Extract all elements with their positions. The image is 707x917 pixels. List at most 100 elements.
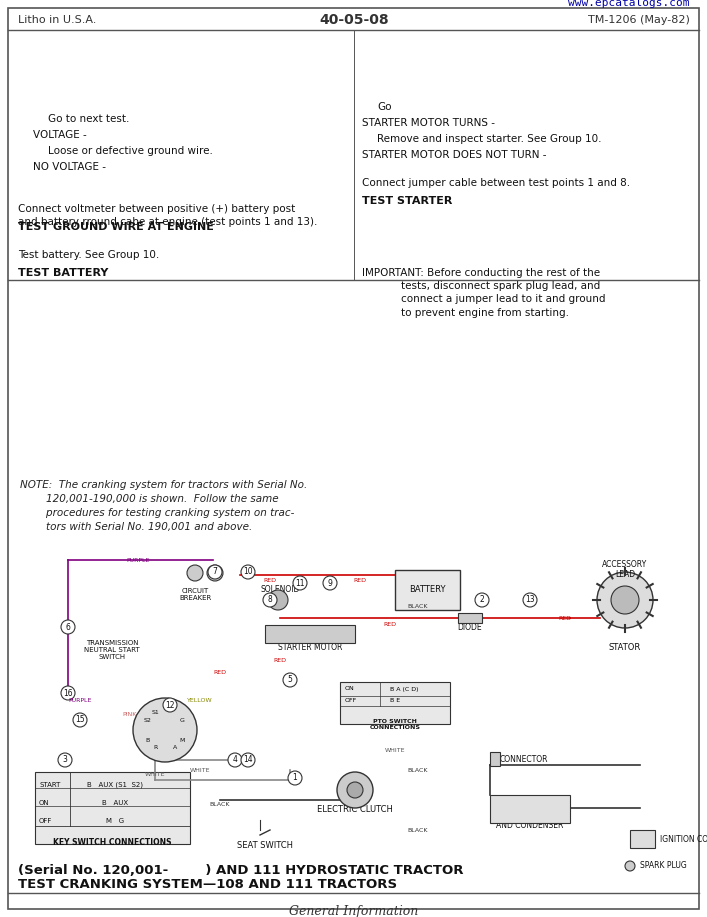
Text: ON: ON (39, 800, 49, 806)
Text: 4: 4 (233, 756, 238, 765)
Text: CIRCUIT
BREAKER: CIRCUIT BREAKER (179, 588, 211, 601)
Text: WHITE: WHITE (385, 747, 405, 753)
Circle shape (61, 686, 75, 700)
Text: VOLTAGE -: VOLTAGE - (33, 130, 87, 140)
Text: SEAT SWITCH: SEAT SWITCH (237, 841, 293, 849)
Text: BLACK: BLACK (408, 604, 428, 610)
Bar (35, 772, 190, 844)
Text: IGNITION COIL: IGNITION COIL (660, 835, 707, 845)
Text: BREAKER POINTS
AND CONDENSER: BREAKER POINTS AND CONDENSER (496, 811, 563, 830)
Text: SPARK PLUG: SPARK PLUG (640, 861, 686, 870)
Text: S1: S1 (151, 710, 159, 715)
Text: STARTER MOTOR TURNS -: STARTER MOTOR TURNS - (362, 118, 495, 128)
Text: M: M (180, 737, 185, 743)
Text: TEST GROUND WIRE AT ENGINE: TEST GROUND WIRE AT ENGINE (18, 222, 214, 232)
Text: 13: 13 (525, 595, 534, 604)
Text: Loose or defective ground wire.: Loose or defective ground wire. (48, 146, 213, 156)
Text: TEST CRANKING SYSTEM—108 AND 111 TRACTORS: TEST CRANKING SYSTEM—108 AND 111 TRACTOR… (18, 878, 397, 891)
Text: Remove and inspect starter. See Group 10.: Remove and inspect starter. See Group 10… (377, 134, 602, 144)
Bar (395, 570, 460, 610)
Text: 2: 2 (479, 595, 484, 604)
Circle shape (228, 753, 242, 767)
Circle shape (347, 782, 363, 798)
Text: 16: 16 (63, 689, 73, 698)
Text: 14: 14 (243, 756, 253, 765)
Text: BATTERY: BATTERY (409, 585, 445, 594)
Text: 11: 11 (296, 579, 305, 588)
Text: Go to next test.: Go to next test. (48, 114, 129, 124)
Text: IMPORTANT: Before conducting the rest of the
            tests, disconnect spark: IMPORTANT: Before conducting the rest of… (362, 268, 605, 317)
Text: NOTE:  The cranking system for tractors with Serial No.
        120,001-190,000 : NOTE: The cranking system for tractors w… (20, 480, 308, 532)
Circle shape (133, 698, 197, 762)
Text: OFF: OFF (345, 699, 357, 703)
Text: RED: RED (264, 578, 276, 582)
Text: TM-1206 (May-82): TM-1206 (May-82) (588, 15, 690, 25)
Circle shape (73, 713, 87, 727)
Text: WHITE: WHITE (145, 772, 165, 778)
Text: TRANSMISSION
NEUTRAL START
SWITCH: TRANSMISSION NEUTRAL START SWITCH (84, 640, 140, 660)
Bar (490, 795, 570, 823)
Text: STARTER MOTOR: STARTER MOTOR (278, 644, 342, 653)
Circle shape (187, 565, 203, 581)
Text: RED: RED (214, 670, 226, 676)
Text: NO VOLTAGE -: NO VOLTAGE - (33, 162, 106, 172)
Text: R: R (153, 745, 157, 750)
Text: YELLOW: YELLOW (187, 698, 213, 702)
Circle shape (611, 586, 639, 614)
Text: STARTER MOTOR DOES NOT TURN -: STARTER MOTOR DOES NOT TURN - (362, 150, 547, 160)
Circle shape (263, 593, 277, 607)
Text: TEST BATTERY: TEST BATTERY (18, 268, 108, 278)
Text: (Serial No. 120,001-        ) AND 111 HYDROSTATIC TRACTOR: (Serial No. 120,001- ) AND 111 HYDROSTAT… (18, 864, 464, 877)
Text: 8: 8 (268, 595, 272, 604)
Bar (15, 490, 695, 855)
Circle shape (241, 565, 255, 579)
Text: B: B (146, 737, 150, 743)
Circle shape (597, 572, 653, 628)
Circle shape (288, 771, 302, 785)
Text: Connect jumper cable between test points 1 and 8.: Connect jumper cable between test points… (362, 178, 630, 188)
Text: B A (C D): B A (C D) (390, 687, 419, 691)
Text: KEY SWITCH CONNECTIONS: KEY SWITCH CONNECTIONS (53, 838, 171, 847)
Text: ON: ON (345, 687, 355, 691)
Bar (630, 830, 655, 848)
Text: STATOR: STATOR (609, 644, 641, 653)
Text: BLACK: BLACK (210, 802, 230, 808)
Text: PURPLE: PURPLE (127, 558, 150, 562)
Text: 40-05-08: 40-05-08 (319, 13, 389, 27)
Text: G: G (180, 717, 185, 723)
Circle shape (58, 753, 72, 767)
Text: 5: 5 (288, 676, 293, 684)
Text: RED: RED (354, 578, 366, 582)
Text: PURPLE: PURPLE (69, 698, 92, 702)
Text: PINK: PINK (123, 713, 137, 717)
Text: BLACK: BLACK (408, 768, 428, 772)
Circle shape (283, 673, 297, 687)
Text: OFF: OFF (39, 818, 52, 824)
Text: RED: RED (274, 657, 286, 662)
Circle shape (323, 576, 337, 590)
Text: 3: 3 (62, 756, 67, 765)
Circle shape (337, 772, 373, 808)
Circle shape (268, 590, 288, 610)
Text: M   G: M G (106, 818, 124, 824)
Text: 9: 9 (327, 579, 332, 588)
Circle shape (241, 753, 255, 767)
Text: B   AUX: B AUX (102, 800, 128, 806)
Text: B E: B E (390, 699, 400, 703)
Text: DIODE: DIODE (457, 624, 482, 633)
Text: Connect voltmeter between positive (+) battery post
and battery rround cabe at e: Connect voltmeter between positive (+) b… (18, 204, 317, 227)
Circle shape (61, 620, 75, 634)
Text: Go: Go (377, 102, 392, 112)
Text: Litho in U.S.A.: Litho in U.S.A. (18, 15, 96, 25)
Text: TEST STARTER: TEST STARTER (362, 196, 452, 206)
Circle shape (475, 593, 489, 607)
Text: PTO SWITCH
CONNECTIONS: PTO SWITCH CONNECTIONS (370, 719, 421, 730)
Text: S2: S2 (144, 717, 151, 723)
Text: RED: RED (383, 623, 397, 627)
Text: SOLENOID: SOLENOID (260, 585, 300, 594)
Text: 15: 15 (75, 715, 85, 724)
Text: General Information: General Information (289, 905, 419, 917)
Bar (458, 613, 482, 623)
Text: 10: 10 (243, 568, 253, 577)
Circle shape (208, 565, 222, 579)
